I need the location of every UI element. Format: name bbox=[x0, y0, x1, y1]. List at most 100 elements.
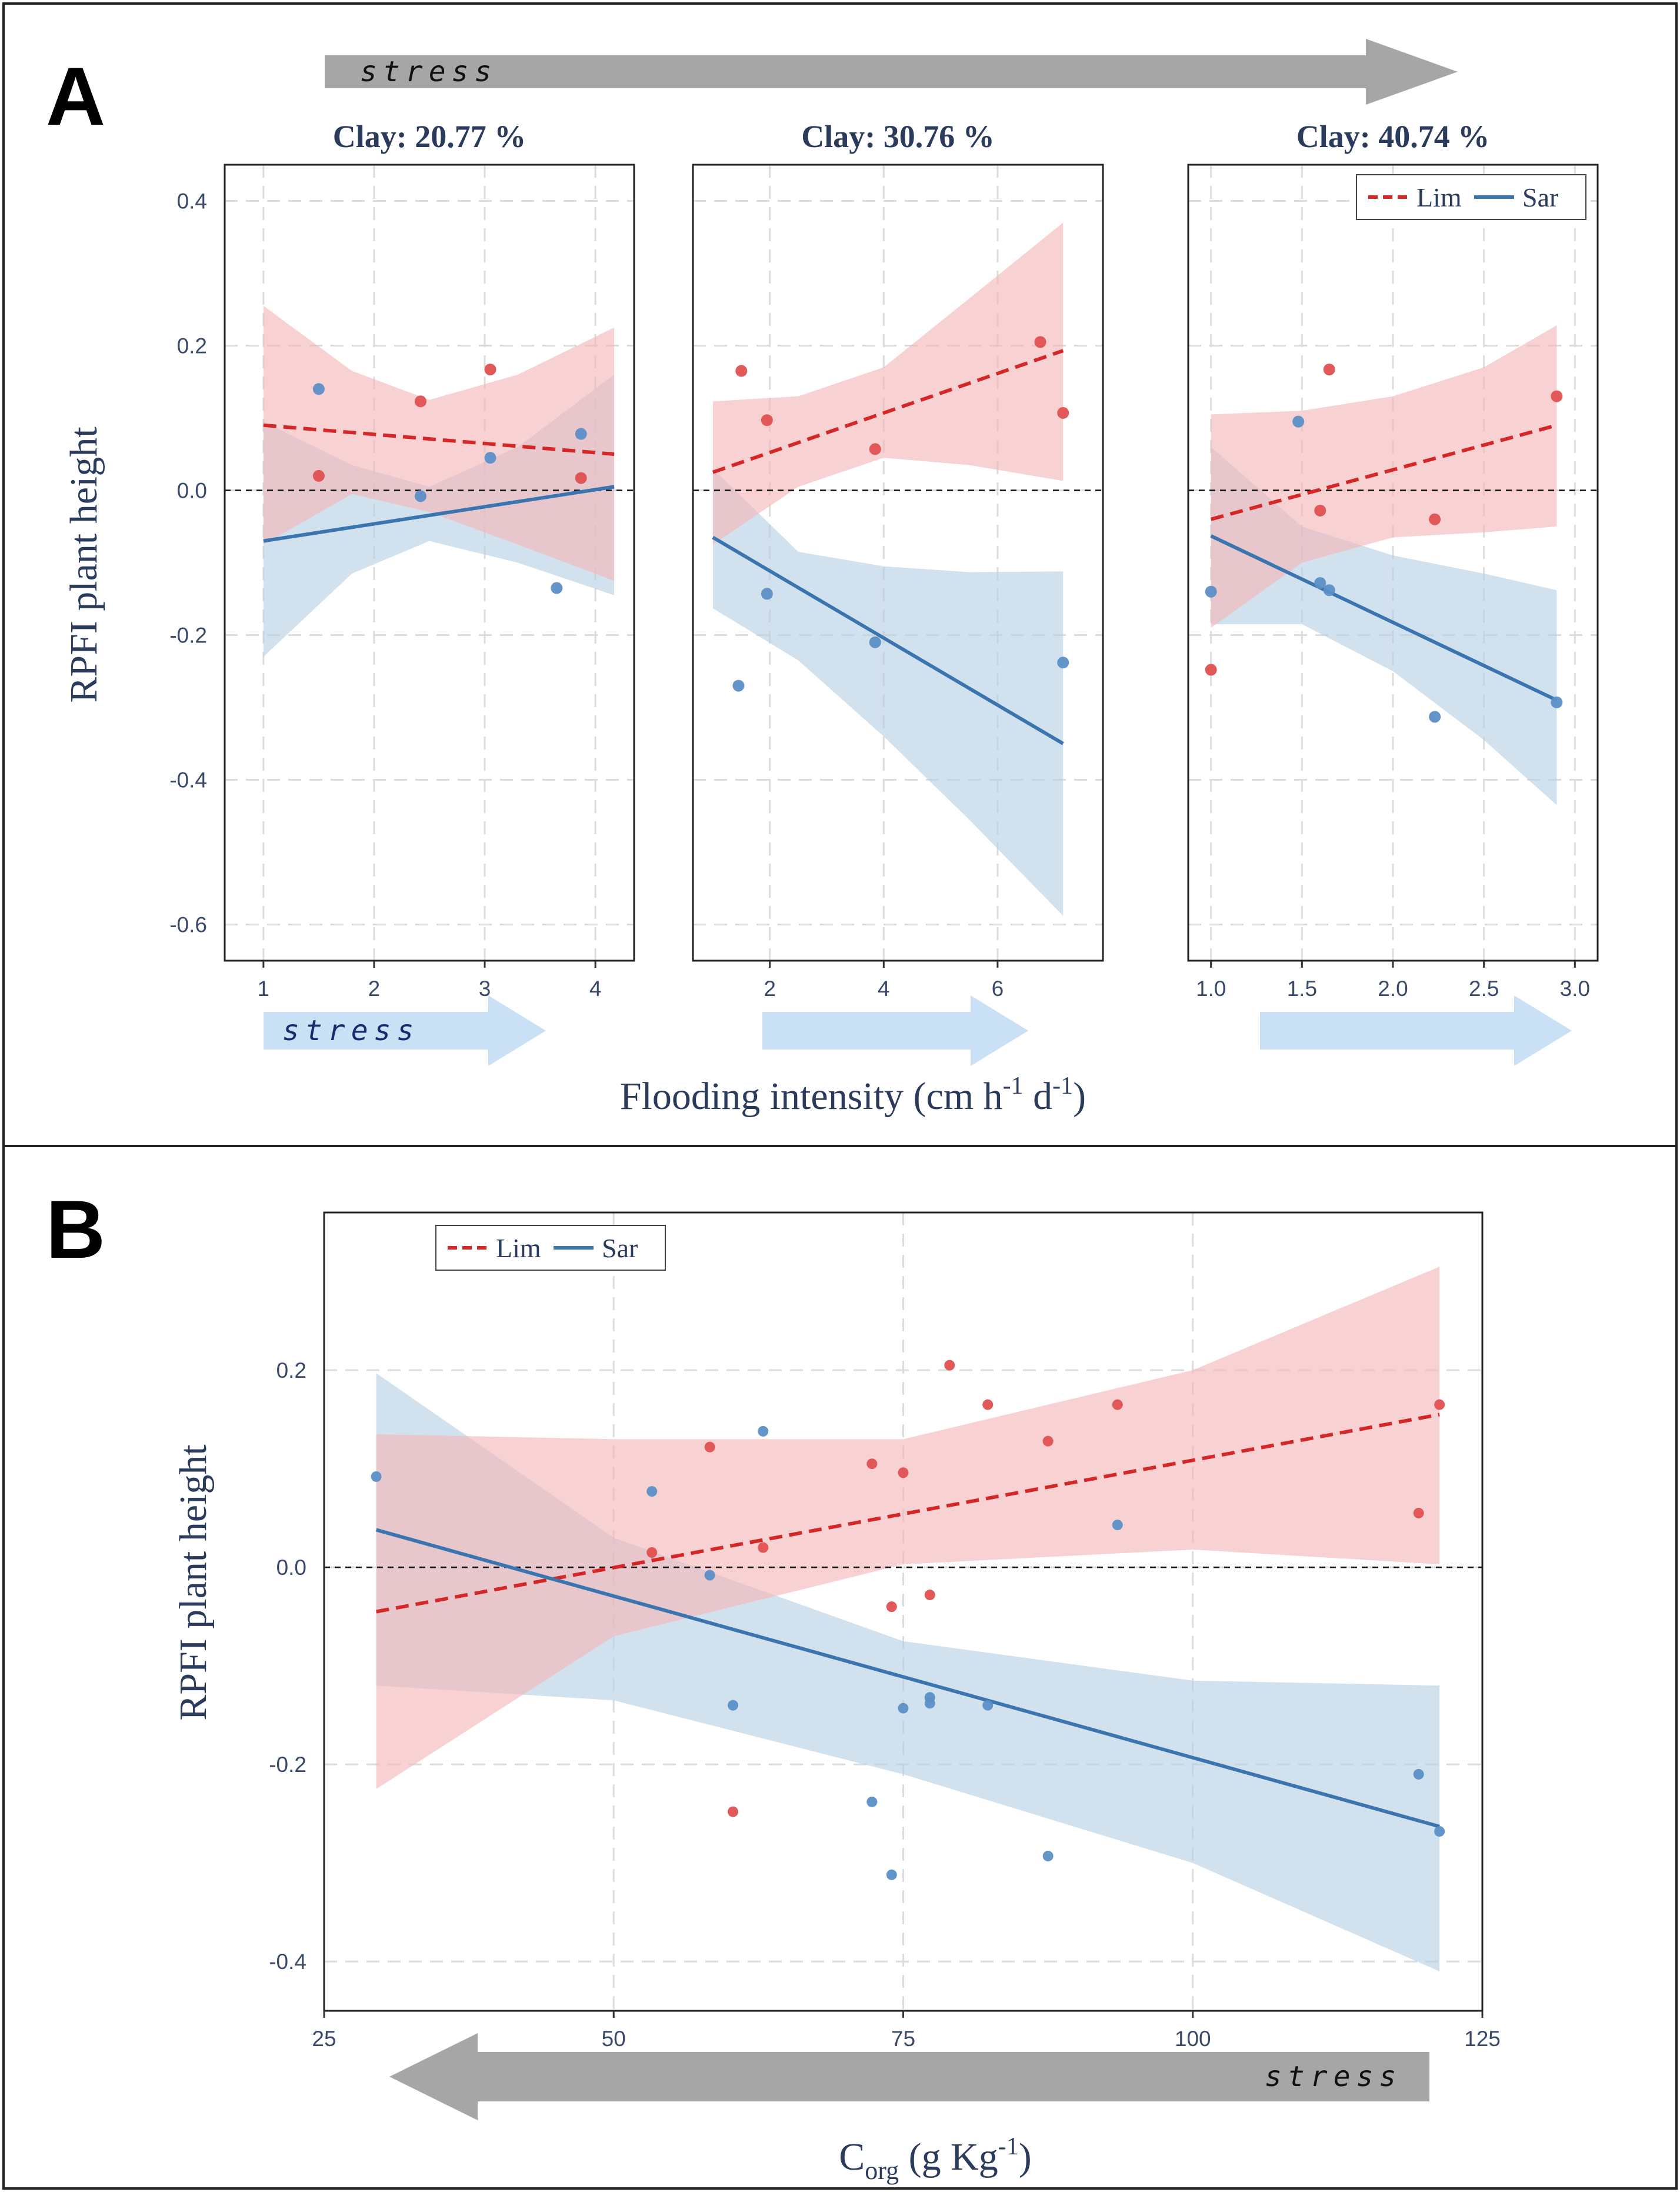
y-tick-label: -0.2 bbox=[169, 624, 207, 648]
legend: Lim Sar bbox=[1356, 174, 1586, 220]
sar-data-point bbox=[758, 1425, 769, 1437]
x-tick-label: 6 bbox=[992, 977, 1004, 1001]
sar-data-point bbox=[869, 636, 881, 648]
sar-data-point bbox=[1205, 585, 1217, 598]
sar-data-point bbox=[1292, 415, 1305, 428]
sar-fit-line bbox=[263, 485, 615, 543]
lim-data-point bbox=[735, 365, 748, 377]
stress-arrow-blue-3 bbox=[1260, 995, 1572, 1066]
x-tick-label: 1.0 bbox=[1196, 977, 1226, 1001]
lim-data-point bbox=[1551, 390, 1563, 402]
stress-arrow-blue-1 bbox=[264, 995, 546, 1066]
x-tick-label: 25 bbox=[312, 2027, 336, 2051]
lim-data-point bbox=[704, 1441, 715, 1453]
subplot-title: Clay: 30.76 % bbox=[801, 119, 994, 154]
sar-data-point bbox=[704, 1570, 715, 1581]
lim-data-point bbox=[898, 1467, 909, 1478]
lim-data-point bbox=[982, 1399, 994, 1410]
x-tick-label: 4 bbox=[589, 977, 602, 1001]
y-tick-label: 0.4 bbox=[177, 189, 207, 214]
x-tick-label: 1.5 bbox=[1287, 977, 1317, 1001]
plot-frame bbox=[224, 164, 635, 962]
sar-data-point bbox=[1112, 1520, 1123, 1531]
sar-data-point bbox=[732, 679, 745, 692]
plot-frame bbox=[692, 164, 1104, 962]
lim-data-point bbox=[312, 469, 325, 482]
lim-confidence-band bbox=[1211, 325, 1557, 628]
sar-confidence-band bbox=[376, 1373, 1440, 1971]
sar-data-point bbox=[1314, 577, 1326, 589]
sar-data-point bbox=[1551, 696, 1563, 708]
legend-box bbox=[1356, 174, 1586, 220]
panel-b-letter: B bbox=[46, 1183, 105, 1275]
y-tick-label: -0.2 bbox=[269, 1753, 306, 1777]
x-tick-label: 100 bbox=[1175, 2027, 1211, 2051]
plot-corg: 25 50 75 100 125 -0.4 -0.2 0.0 0.2 Lim Sar bbox=[269, 1211, 1501, 2051]
sar-fit-line bbox=[375, 1528, 1440, 1828]
lim-data-point bbox=[728, 1806, 739, 1817]
sar-data-point bbox=[866, 1796, 878, 1807]
stress-arrow-bottom bbox=[389, 2033, 1429, 2120]
plot-clay-30: 2 4 6 Clay: 30.76 % bbox=[692, 119, 1104, 1001]
sar-fit-line bbox=[1210, 534, 1558, 702]
sar-fit-line bbox=[712, 535, 1064, 745]
subplot-title: Clay: 20.77 % bbox=[333, 119, 526, 154]
panel-b-ylabel: RPFI plant height bbox=[172, 1444, 215, 1720]
lim-data-point bbox=[1314, 504, 1326, 517]
stress-label-bottom: stress bbox=[1265, 2060, 1402, 2093]
x-tick-label: 4 bbox=[878, 977, 890, 1001]
lim-data-point bbox=[1205, 664, 1217, 676]
lim-data-point bbox=[761, 414, 773, 427]
y-tick-label: -0.4 bbox=[169, 768, 207, 792]
sar-data-point bbox=[1042, 1850, 1054, 1861]
sar-data-point bbox=[924, 1698, 935, 1709]
sar-data-point bbox=[1057, 657, 1069, 669]
legend-sar-label: Sar bbox=[1522, 182, 1558, 212]
panel-b-xlabel: Corg (g Kg-1) bbox=[839, 2133, 1032, 2185]
lim-data-point bbox=[886, 1601, 897, 1613]
legend: Lim Sar bbox=[435, 1225, 666, 1271]
lim-data-point bbox=[1323, 364, 1335, 376]
x-tick-label: 2.0 bbox=[1378, 977, 1408, 1001]
lim-data-point bbox=[869, 443, 881, 455]
lim-data-point bbox=[866, 1458, 878, 1470]
x-tick-label: 2 bbox=[764, 977, 776, 1001]
sar-confidence-band bbox=[712, 468, 1064, 916]
lim-data-point bbox=[1112, 1399, 1123, 1410]
panel-a-xlabel: Flooding intensity (cm h-1 d-1) bbox=[620, 1072, 1086, 1118]
sar-data-point bbox=[371, 1471, 382, 1482]
lim-data-point bbox=[1434, 1399, 1445, 1410]
lim-confidence-band bbox=[712, 222, 1064, 545]
y-tick-label: 0.0 bbox=[276, 1555, 306, 1580]
x-tick-label: 2.5 bbox=[1469, 977, 1499, 1001]
plot-clay-40: 1.0 1.5 2.0 2.5 3.0 Clay: 40.74 % Lim Sar bbox=[1187, 119, 1599, 1001]
y-tick-label: 0.2 bbox=[177, 334, 207, 358]
x-tick-label: 3.0 bbox=[1560, 977, 1590, 1001]
lim-data-point bbox=[1429, 513, 1441, 525]
sar-data-point bbox=[646, 1486, 658, 1497]
stress-label-blue: stress bbox=[282, 1014, 419, 1047]
stress-arrow-top bbox=[325, 39, 1458, 105]
lim-data-point bbox=[1042, 1435, 1054, 1447]
subplot-title: Clay: 40.74 % bbox=[1296, 119, 1489, 154]
stress-arrow-blue-2 bbox=[762, 995, 1028, 1066]
sar-data-point bbox=[575, 428, 587, 440]
sar-data-point bbox=[728, 1700, 739, 1711]
lim-data-point bbox=[1057, 407, 1069, 419]
lim-confidence-band bbox=[263, 305, 615, 581]
sar-data-point bbox=[551, 582, 563, 594]
lim-data-point bbox=[1034, 336, 1046, 348]
lim-confidence-band bbox=[376, 1267, 1440, 1790]
y-tick-label: 0.2 bbox=[276, 1358, 306, 1383]
legend-sar-label: Sar bbox=[602, 1233, 638, 1263]
sar-data-point bbox=[1323, 584, 1335, 597]
plot-clay-20: 1 2 3 4 -0.6 -0.4 -0.2 0.0 0.2 0.4 Clay: 20.77 % bbox=[169, 119, 635, 1001]
lim-data-point bbox=[414, 395, 426, 408]
lim-data-point bbox=[1413, 1507, 1424, 1518]
x-tick-label: 3 bbox=[479, 977, 491, 1001]
x-tick-label: 50 bbox=[602, 2027, 626, 2051]
panel-a-letter: A bbox=[46, 50, 105, 142]
sar-data-point bbox=[1434, 1826, 1445, 1837]
sar-data-point bbox=[1429, 711, 1441, 723]
